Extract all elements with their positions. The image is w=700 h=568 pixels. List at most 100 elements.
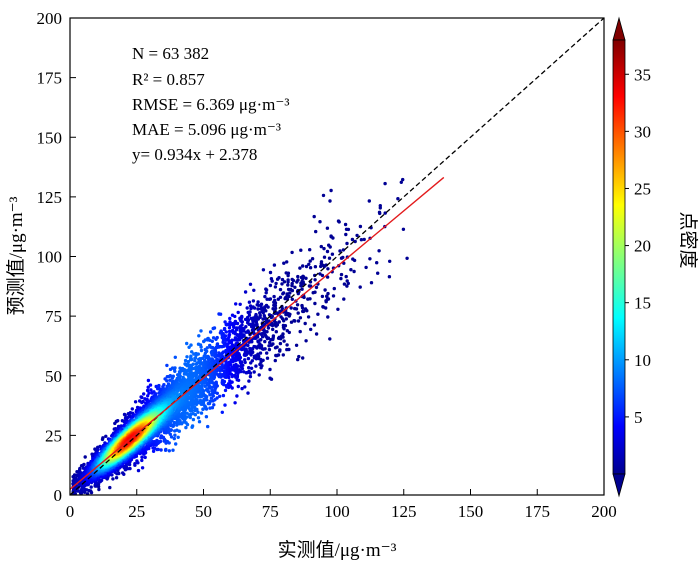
scatter-point: [242, 370, 246, 374]
scatter-point: [230, 329, 234, 333]
scatter-point: [209, 350, 214, 355]
scatter-point: [324, 299, 328, 303]
scatter-point: [222, 327, 227, 332]
scatter-point: [218, 394, 222, 398]
scatter-point: [194, 362, 198, 366]
scatter-point: [269, 323, 273, 327]
scatter-point: [171, 448, 175, 452]
scatter-point: [258, 351, 263, 355]
scatter-point: [167, 441, 171, 445]
scatter-point: [285, 329, 289, 333]
scatter-point: [185, 422, 190, 427]
scatter-point: [215, 343, 219, 347]
scatter-point: [311, 291, 315, 295]
scatter-point: [278, 341, 283, 346]
scatter-point: [238, 316, 242, 320]
scatter-point: [339, 256, 344, 260]
scatter-point: [268, 270, 273, 275]
scatter-point: [83, 455, 87, 459]
scatter-point: [187, 345, 191, 349]
scatter-point: [208, 393, 212, 397]
scatter-point: [314, 229, 318, 234]
scatter-point: [401, 227, 406, 231]
scatter-point: [221, 340, 225, 344]
scatter-point: [256, 300, 260, 304]
scatter-point: [329, 188, 333, 193]
scatter-point: [264, 291, 268, 295]
scatter-point: [299, 248, 303, 252]
scatter-point: [299, 284, 303, 288]
scatter-point: [220, 333, 224, 337]
scatter-point: [280, 277, 285, 282]
scatter-point: [259, 366, 263, 370]
scatter-point: [359, 238, 364, 242]
scatter-point: [313, 278, 317, 282]
scatter-point: [169, 428, 173, 432]
scatter-point: [272, 294, 276, 299]
scatter-point: [178, 374, 182, 378]
scatter-point: [143, 455, 147, 460]
scatter-point: [218, 331, 223, 335]
scatter-point: [122, 424, 126, 428]
scatter-point: [223, 388, 228, 393]
scatter-point: [121, 471, 125, 475]
scatter-point: [265, 356, 270, 360]
scatter-point: [104, 434, 108, 438]
scatter-point: [319, 264, 323, 269]
scatter-point: [236, 310, 240, 315]
scatter-point: [308, 259, 312, 263]
scatter-point: [202, 379, 206, 383]
scatter-point: [146, 394, 150, 398]
scatter-point: [339, 276, 343, 281]
scatter-point: [159, 448, 163, 452]
scatter-point: [278, 287, 283, 292]
scatter-point: [223, 320, 227, 324]
scatter-point: [140, 466, 145, 470]
scatter-point: [85, 492, 90, 495]
scatter-point: [158, 439, 163, 444]
scatter-point: [278, 295, 283, 299]
scatter-point: [268, 340, 272, 345]
scatter-point: [344, 274, 348, 279]
scatter-point: [303, 321, 307, 326]
scatter-point: [358, 285, 362, 289]
scatter-point: [290, 283, 294, 288]
scatter-point: [236, 384, 240, 389]
scatter-point: [238, 325, 242, 329]
scatter-point: [252, 356, 256, 360]
scatter-point: [279, 315, 283, 319]
scatter-point: [262, 314, 266, 318]
scatter-point: [128, 466, 132, 471]
scatter-point: [165, 379, 169, 383]
scatter-point: [173, 369, 177, 373]
scatter-point: [140, 458, 144, 463]
scatter-point: [190, 350, 194, 354]
scatter-point: [306, 315, 311, 319]
scatter-point: [273, 346, 278, 350]
scatter-point: [290, 277, 294, 282]
scatter-point: [206, 401, 211, 406]
scatter-point: [323, 288, 327, 292]
scatter-point: [130, 407, 134, 411]
scatter-point: [228, 379, 232, 383]
scatter-point: [345, 241, 349, 246]
scatter-point: [325, 226, 330, 230]
scatter-point: [224, 322, 228, 327]
scatter-point: [320, 294, 325, 299]
scatter-point: [343, 222, 348, 227]
scatter-point: [196, 410, 200, 414]
scatter-point: [349, 268, 353, 272]
scatter-point: [293, 306, 297, 311]
scatter-point: [318, 220, 322, 224]
scatter-point: [298, 266, 302, 270]
scatter-point: [312, 323, 317, 327]
scatter-point: [286, 283, 290, 287]
scatter-point: [325, 294, 329, 298]
scatter-point: [319, 262, 323, 266]
scatter-point: [174, 442, 178, 446]
scatter-point: [248, 304, 253, 308]
scatter-point: [289, 320, 294, 324]
scatter-point: [331, 294, 336, 298]
scatter-point: [401, 177, 405, 182]
scatter-point: [369, 281, 374, 285]
